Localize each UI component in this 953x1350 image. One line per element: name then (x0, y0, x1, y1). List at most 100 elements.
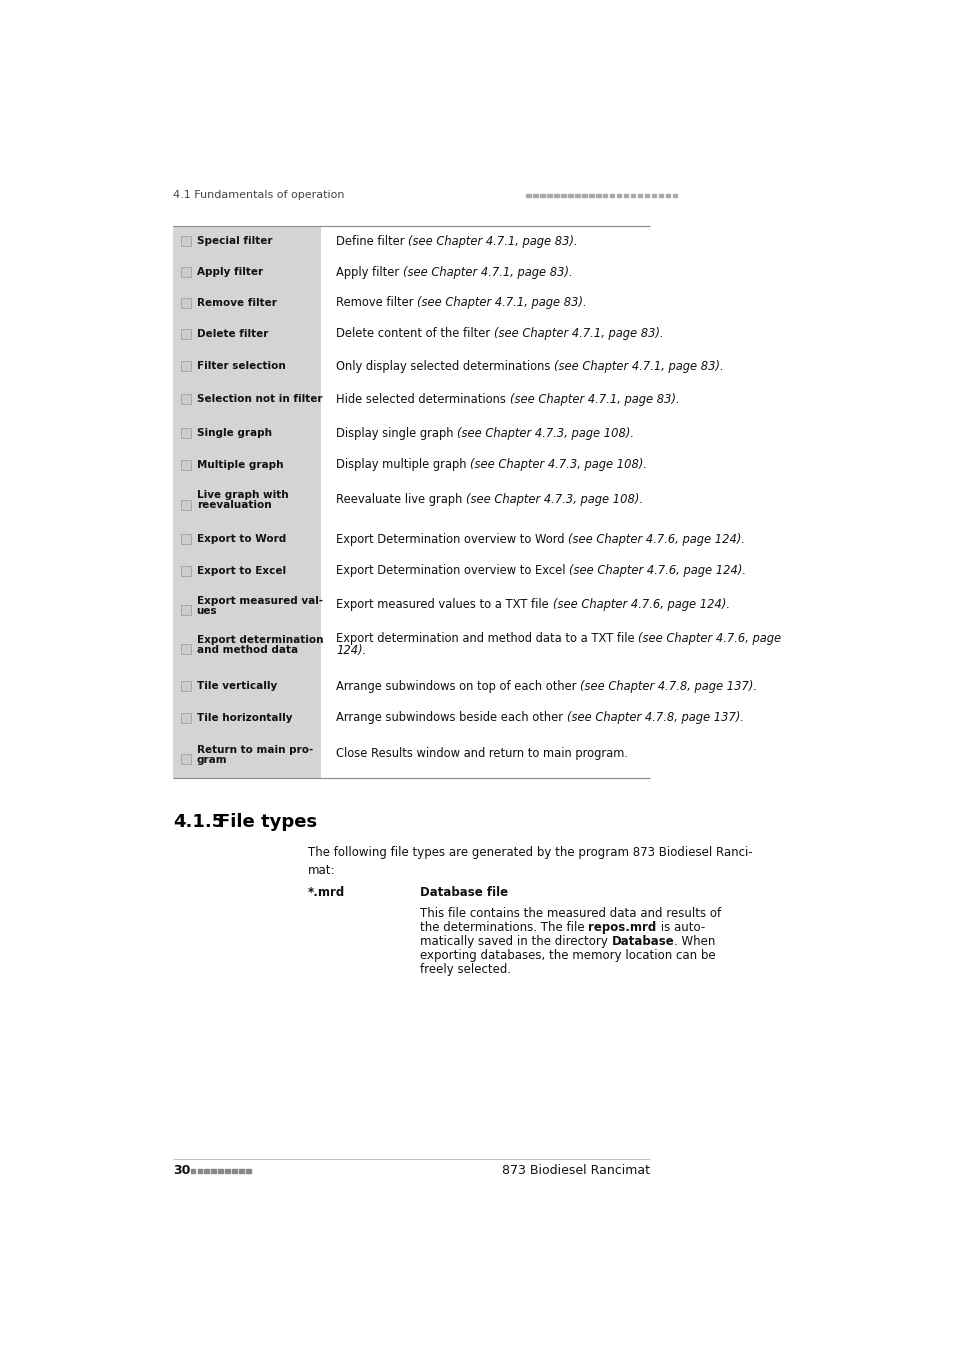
Text: Special filter: Special filter (196, 236, 272, 246)
Text: 4.1 Fundamentals of operation: 4.1 Fundamentals of operation (173, 190, 345, 200)
Text: Filter selection: Filter selection (196, 360, 285, 371)
Text: matically saved in the directory: matically saved in the directory (419, 936, 611, 948)
Bar (181, 459, 192, 470)
Bar (560, 193, 565, 197)
Bar (181, 267, 192, 277)
Bar (181, 328, 192, 339)
Text: (see Chapter 4.7.6, page 124).: (see Chapter 4.7.6, page 124). (552, 598, 729, 612)
Text: (see Chapter 4.7.1, page 83).: (see Chapter 4.7.1, page 83). (509, 393, 679, 405)
Bar (181, 713, 192, 724)
Text: Export measured val-: Export measured val- (196, 595, 322, 606)
Bar (191, 1169, 195, 1173)
Text: Selection not in filter: Selection not in filter (196, 394, 322, 404)
Bar (181, 298, 192, 308)
Text: . When: . When (674, 936, 715, 948)
Bar (218, 1169, 223, 1173)
Bar (588, 193, 593, 197)
Bar (554, 193, 558, 197)
Text: Export to Word: Export to Word (196, 535, 286, 544)
Text: Define filter: Define filter (335, 235, 408, 248)
Text: Hide selected determinations: Hide selected determinations (335, 393, 509, 405)
Text: 873 Biodiesel Rancimat: 873 Biodiesel Rancimat (501, 1164, 649, 1177)
Bar (212, 1169, 216, 1173)
Text: (see Chapter 4.7.1, page 83).: (see Chapter 4.7.1, page 83). (402, 266, 572, 278)
Bar (181, 236, 192, 246)
Text: repos.mrd: repos.mrd (588, 921, 656, 934)
Bar (630, 193, 635, 197)
Bar (173, 225, 320, 778)
Text: (see Chapter 4.7.6, page 124).: (see Chapter 4.7.6, page 124). (569, 564, 745, 578)
Text: (see Chapter 4.7.1, page 83).: (see Chapter 4.7.1, page 83). (494, 327, 663, 340)
Text: *.mrd: *.mrd (307, 886, 344, 899)
Bar (181, 566, 192, 576)
Text: Remove filter: Remove filter (335, 297, 416, 309)
Text: Arrange subwindows beside each other: Arrange subwindows beside each other (335, 711, 566, 725)
Text: Arrange subwindows on top of each other: Arrange subwindows on top of each other (335, 680, 579, 693)
Text: Reevaluate live graph: Reevaluate live graph (335, 493, 466, 506)
Text: Delete content of the filter: Delete content of the filter (335, 327, 494, 340)
Bar (672, 193, 677, 197)
Text: (see Chapter 4.7.8, page 137).: (see Chapter 4.7.8, page 137). (566, 711, 743, 725)
Text: Database: Database (611, 936, 674, 948)
Bar (233, 1169, 236, 1173)
Bar (651, 193, 656, 197)
Bar (539, 193, 544, 197)
Text: (see Chapter 4.7.3, page 108).: (see Chapter 4.7.3, page 108). (466, 493, 642, 506)
Bar (204, 1169, 209, 1173)
Bar (225, 1169, 230, 1173)
Text: Close Results window and return to main program.: Close Results window and return to main … (335, 747, 628, 760)
Text: Apply filter: Apply filter (196, 267, 263, 277)
Text: Export to Excel: Export to Excel (196, 566, 286, 576)
Bar (181, 394, 192, 404)
Text: (see Chapter 4.7.1, page 83).: (see Chapter 4.7.1, page 83). (408, 235, 578, 248)
Bar (637, 193, 641, 197)
Text: Export determination: Export determination (196, 634, 323, 645)
Bar (623, 193, 628, 197)
Text: Tile horizontally: Tile horizontally (196, 713, 292, 724)
Text: reevaluation: reevaluation (196, 501, 271, 510)
Bar (181, 644, 192, 655)
Text: (see Chapter 4.7.6, page 124).: (see Chapter 4.7.6, page 124). (568, 533, 744, 545)
Bar (239, 1169, 244, 1173)
Bar (644, 193, 649, 197)
Bar (546, 193, 551, 197)
Bar (596, 193, 599, 197)
Bar (602, 193, 607, 197)
Text: Export Determination overview to Word: Export Determination overview to Word (335, 533, 568, 545)
Bar (181, 360, 192, 371)
Text: 30: 30 (173, 1164, 191, 1177)
Text: Tile vertically: Tile vertically (196, 682, 276, 691)
Bar (181, 500, 192, 510)
Text: Export Determination overview to Excel: Export Determination overview to Excel (335, 564, 569, 578)
Bar (581, 193, 586, 197)
Text: ues: ues (196, 606, 217, 616)
Bar (197, 1169, 202, 1173)
Text: Remove filter: Remove filter (196, 298, 276, 308)
Bar (658, 193, 662, 197)
Bar (525, 193, 530, 197)
Bar (609, 193, 614, 197)
Bar (617, 193, 620, 197)
Text: the determinations. The file: the determinations. The file (419, 921, 588, 934)
Text: Database file: Database file (419, 886, 508, 899)
Text: 4.1.5: 4.1.5 (173, 813, 225, 830)
Text: The following file types are generated by the program 873 Biodiesel Ranci-
mat:: The following file types are generated b… (307, 845, 752, 876)
Text: gram: gram (196, 755, 227, 764)
Text: and method data: and method data (196, 645, 297, 655)
Text: Live graph with: Live graph with (196, 490, 288, 501)
Text: is auto-: is auto- (656, 921, 704, 934)
Text: Return to main pro-: Return to main pro- (196, 744, 313, 755)
Text: (see Chapter 4.7.6, page: (see Chapter 4.7.6, page (638, 632, 781, 645)
Text: Display multiple graph: Display multiple graph (335, 458, 470, 471)
Bar (181, 535, 192, 544)
Bar (575, 193, 579, 197)
Bar (181, 753, 192, 764)
Text: Export measured values to a TXT file: Export measured values to a TXT file (335, 598, 552, 612)
Text: File types: File types (218, 813, 317, 830)
Bar (567, 193, 572, 197)
Bar (181, 605, 192, 616)
Text: Multiple graph: Multiple graph (196, 459, 283, 470)
Text: (see Chapter 4.7.3, page 108).: (see Chapter 4.7.3, page 108). (470, 458, 647, 471)
Text: (see Chapter 4.7.8, page 137).: (see Chapter 4.7.8, page 137). (579, 680, 757, 693)
Text: (see Chapter 4.7.1, page 83).: (see Chapter 4.7.1, page 83). (416, 297, 586, 309)
